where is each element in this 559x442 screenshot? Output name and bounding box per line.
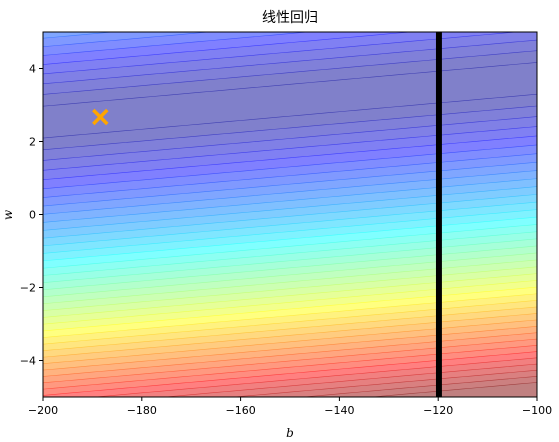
x-tick-label: −140 <box>324 404 354 417</box>
y-axis-label: w <box>1 209 15 220</box>
descent-path-line <box>435 32 442 397</box>
contour-line <box>43 245 537 291</box>
x-tick-label: −160 <box>225 404 255 417</box>
y-tick-label: 2 <box>29 136 36 149</box>
contour-fill <box>43 32 537 397</box>
contour-line <box>43 286 537 332</box>
x-tick-label: −100 <box>522 404 552 417</box>
contour-line <box>43 32 520 75</box>
x-tick-label: −120 <box>423 404 453 417</box>
y-axis-ticks: −4 −2 0 2 4 <box>20 63 43 368</box>
optimum-marker <box>92 108 109 126</box>
contour-line <box>43 280 537 325</box>
contour-line <box>43 135 537 181</box>
contour-line <box>161 363 537 397</box>
contour-line <box>300 376 537 397</box>
contour-line <box>43 32 312 56</box>
contour-line <box>43 231 537 276</box>
contour-line <box>43 105 537 151</box>
contour-line <box>368 382 537 397</box>
contour-line <box>43 209 537 254</box>
contour-line <box>43 238 537 283</box>
x-axis-label: b <box>286 426 294 440</box>
contour-line <box>43 194 537 239</box>
contour-line <box>43 252 537 298</box>
contour-line <box>43 161 537 207</box>
contour-line <box>43 313 537 358</box>
contour-line <box>43 326 537 371</box>
contour-line <box>43 32 213 48</box>
x-axis-ticks: −200 −180 −160 −140 −120 −100 <box>28 397 552 417</box>
contour-line <box>43 93 537 139</box>
x-tick-label: −200 <box>28 404 58 417</box>
contour-line <box>43 170 537 215</box>
x-tick-label: −180 <box>127 404 157 417</box>
chart-title: 线性回归 <box>262 9 318 26</box>
contour-line <box>43 186 537 231</box>
contour-line <box>43 338 537 384</box>
contour-line <box>43 32 414 65</box>
contour-line <box>43 224 537 269</box>
contour-line <box>43 306 537 352</box>
contour-lines <box>43 0 537 397</box>
contour-line <box>43 144 537 190</box>
contour-line <box>43 259 537 305</box>
contour-line <box>43 332 537 377</box>
contour-line <box>43 116 537 161</box>
contour-line <box>43 62 537 107</box>
y-tick-label: 0 <box>29 209 36 222</box>
contour-line <box>43 178 537 223</box>
optimum-marker-group <box>92 108 109 126</box>
y-tick-label: −4 <box>20 355 36 368</box>
y-tick-label: 4 <box>29 63 36 76</box>
gradient-descent-path <box>435 32 442 397</box>
contour-line <box>43 319 537 364</box>
contour-line <box>43 293 537 338</box>
contour-line <box>43 201 537 247</box>
contour-line <box>231 369 537 397</box>
contour-line <box>43 266 537 311</box>
contour-line <box>43 273 537 318</box>
contour-line <box>43 153 537 198</box>
contour-line <box>43 126 537 171</box>
y-tick-label: −2 <box>20 282 36 295</box>
contour-line <box>91 357 537 397</box>
contour-line <box>43 351 537 396</box>
contour-line <box>43 0 537 6</box>
contour-line <box>43 345 537 390</box>
contour-line <box>43 39 537 85</box>
contour-line <box>43 216 537 262</box>
contour-line <box>43 300 537 345</box>
contour-line <box>43 50 537 95</box>
